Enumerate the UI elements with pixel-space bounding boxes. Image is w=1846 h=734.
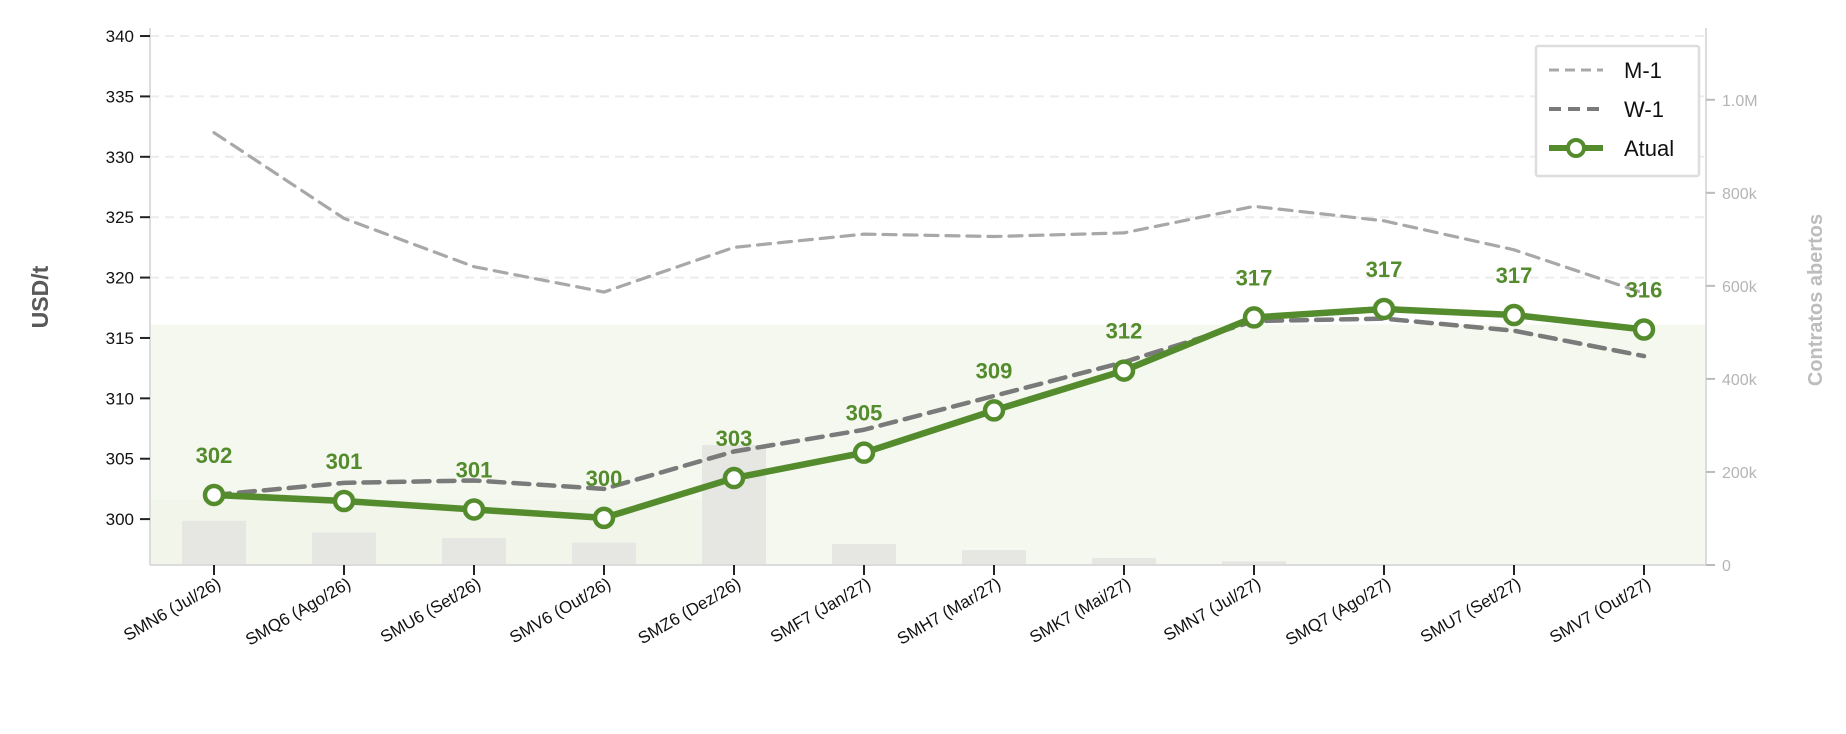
y-right-tick-label-5: 1.0M <box>1722 93 1758 110</box>
y-tick-label-6: 330 <box>106 148 134 167</box>
x-tick-label-1: SMQ6 (Ago/26) <box>242 574 354 650</box>
x-tick-label-9: SMQ7 (Ago/27) <box>1282 574 1394 650</box>
x-tick-label-0: SMN6 (Jul/26) <box>120 574 224 645</box>
legend-label-w1: W-1 <box>1624 97 1664 122</box>
y-right-tick-label-4: 800k <box>1722 186 1758 203</box>
x-tick-label-6: SMH7 (Mar/27) <box>894 574 1004 649</box>
point-atual-1 <box>332 489 356 513</box>
open-interest-layer <box>150 324 1706 565</box>
data-labels-layer: 302 301 301 300 303 305 309 312 317 317 317 316 <box>196 257 1663 491</box>
point-atual-7 <box>1112 359 1136 382</box>
data-label-10: 317 <box>1496 263 1533 288</box>
data-label-0: 302 <box>196 443 233 468</box>
data-label-4: 303 <box>716 426 753 451</box>
point-atual-6 <box>982 399 1006 422</box>
data-label-2: 301 <box>456 457 493 482</box>
oi-bar-0 <box>182 520 246 565</box>
x-tick-label-11: SMV7 (Out/27) <box>1546 574 1654 647</box>
data-label-8: 317 <box>1236 265 1273 290</box>
x-tick-label-7: SMK7 (Mai/27) <box>1026 574 1134 647</box>
series-line-atual <box>210 305 1648 522</box>
y-right-tick-label-2: 400k <box>1722 372 1758 389</box>
legend-label-m1: M-1 <box>1624 58 1662 83</box>
x-tick-label-5: SMF7 (Jan/27) <box>767 574 874 647</box>
y-axis-title-right: Contratos abertos <box>1805 214 1827 386</box>
legend-label-atual: Atual <box>1624 136 1674 161</box>
oi-bar-6 <box>962 550 1026 565</box>
oi-bar-3 <box>572 542 636 565</box>
legend-marker-atual <box>1566 138 1586 158</box>
x-tick-label-4: SMZ6 (Dez/26) <box>635 574 744 648</box>
oi-bar-5 <box>832 544 896 565</box>
data-label-1: 301 <box>326 449 363 474</box>
oi-bar-8 <box>1222 561 1286 565</box>
y-tick-label-1: 305 <box>106 450 134 469</box>
y-tick-label-3: 315 <box>106 329 134 348</box>
oi-bar-7 <box>1092 558 1156 565</box>
point-atual-10 <box>1502 303 1526 327</box>
y-tick-label-0: 300 <box>106 510 134 529</box>
y-right-tick-label-1: 200k <box>1722 465 1758 482</box>
series-line-w-1 <box>211 316 1647 498</box>
point-atual-3 <box>592 506 616 530</box>
y-tick-label-2: 310 <box>106 389 134 408</box>
y-tick-label-4: 320 <box>106 269 134 288</box>
point-atual-2 <box>462 498 486 521</box>
y-right-tick-label-0: 0 <box>1722 558 1731 575</box>
data-label-5: 305 <box>846 401 883 426</box>
y-tick-label-8: 340 <box>106 27 134 46</box>
point-atual-4 <box>722 466 746 490</box>
series-line-m-1 <box>212 131 1646 295</box>
data-label-9: 317 <box>1366 257 1403 282</box>
y-tick-label-7: 335 <box>106 87 134 106</box>
point-atual-11 <box>1632 318 1656 341</box>
x-tick-label-3: SMV6 (Out/26) <box>506 574 614 647</box>
oi-bar-2 <box>442 538 506 565</box>
oi-bar-4 <box>702 444 766 565</box>
point-atual-9 <box>1372 297 1396 321</box>
x-tick-label-2: SMU6 (Set/26) <box>377 574 484 647</box>
data-label-3: 300 <box>586 466 623 491</box>
point-atual-8 <box>1242 306 1266 329</box>
point-atual-5 <box>852 441 876 464</box>
data-label-7: 312 <box>1106 319 1143 344</box>
data-label-11: 316 <box>1626 278 1663 303</box>
y-axis-title-left: USD/t <box>27 265 53 328</box>
series-layer <box>202 131 1656 530</box>
y-right-tick-label-3: 600k <box>1722 279 1758 296</box>
legend: M-1 W-1 Atual <box>1534 44 1701 178</box>
x-tick-label-8: SMN7 (Jul/27) <box>1160 574 1264 645</box>
oi-bar-1 <box>312 532 376 565</box>
point-atual-0 <box>202 483 226 507</box>
x-tick-label-10: SMU7 (Set/27) <box>1417 574 1524 647</box>
y-tick-label-5: 325 <box>106 208 134 227</box>
data-label-6: 309 <box>976 358 1013 383</box>
